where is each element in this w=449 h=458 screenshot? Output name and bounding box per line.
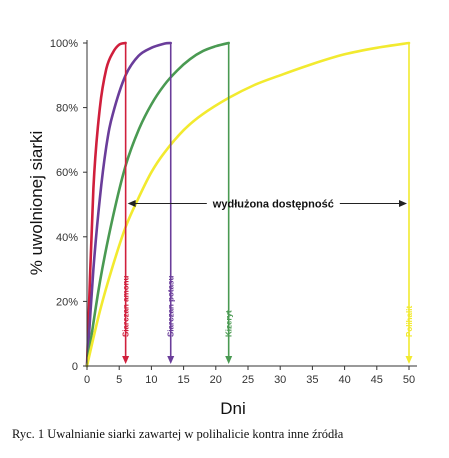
x-tick-label: 40 (338, 374, 350, 386)
series-curves (85, 41, 411, 368)
y-tick-label: 60% (56, 167, 78, 179)
completion-arrow-siarczan-potasu (167, 356, 175, 364)
annotation-label: wydłużona dostępność (212, 199, 334, 211)
completion-arrow-polihalit (405, 356, 413, 364)
y-axis-title: % uwolnionej siarki (27, 131, 46, 276)
series-line-kizeryt (85, 41, 230, 368)
x-tick-label: 45 (371, 374, 383, 386)
completion-arrow-siarczan-amonu (122, 356, 130, 364)
x-tick-label: 35 (306, 374, 318, 386)
series-label-siarczan-amonu: Siarczan amonu (122, 276, 131, 337)
figure-caption: Ryc. 1 Uwalnianie siarki zawartej w poli… (12, 427, 344, 441)
completion-markers: Siarczan amonu Siarczan potasu Kizeryt Poli… (122, 43, 414, 364)
annotation-arrow-right (399, 200, 407, 207)
x-tick-label: 0 (84, 374, 90, 386)
y-tick-label: 40% (56, 232, 78, 244)
y-axis-ticks: 0 20% 40% 60% 80% 100% (50, 38, 87, 373)
series-line-siarczan-potasu (85, 41, 172, 368)
axes (86, 40, 417, 367)
y-tick-label: 100% (50, 38, 78, 50)
x-tick-label: 50 (403, 374, 415, 386)
y-tick-label: 20% (56, 296, 78, 308)
x-tick-label: 30 (274, 374, 286, 386)
x-axis-ticks: 0 5 10 15 20 25 30 35 40 45 50 (84, 366, 415, 386)
y-tick-label: 0 (72, 361, 78, 373)
series-label-polihalit: Polihalit (405, 306, 414, 337)
x-tick-label: 15 (177, 374, 189, 386)
x-tick-label: 25 (242, 374, 254, 386)
completion-arrow-kizeryt (225, 356, 233, 364)
x-tick-label: 20 (210, 374, 222, 386)
sulfur-release-chart: Siarczan amonu Siarczan potasu Kizeryt Poli… (27, 38, 417, 418)
series-label-siarczan-potasu: Siarczan potasu (167, 276, 176, 337)
series-label-kizeryt: Kizeryt (225, 310, 234, 337)
extended-availability-annotation: wydłużona dostępność (127, 199, 407, 211)
x-axis-title: Dni (220, 399, 246, 418)
series-line-siarczan-amonu (85, 41, 127, 368)
x-tick-label: 5 (116, 374, 122, 386)
x-tick-label: 10 (145, 374, 157, 386)
annotation-arrow-left (127, 200, 136, 207)
series-line-polihalit (85, 41, 411, 368)
y-tick-label: 80% (56, 103, 78, 115)
